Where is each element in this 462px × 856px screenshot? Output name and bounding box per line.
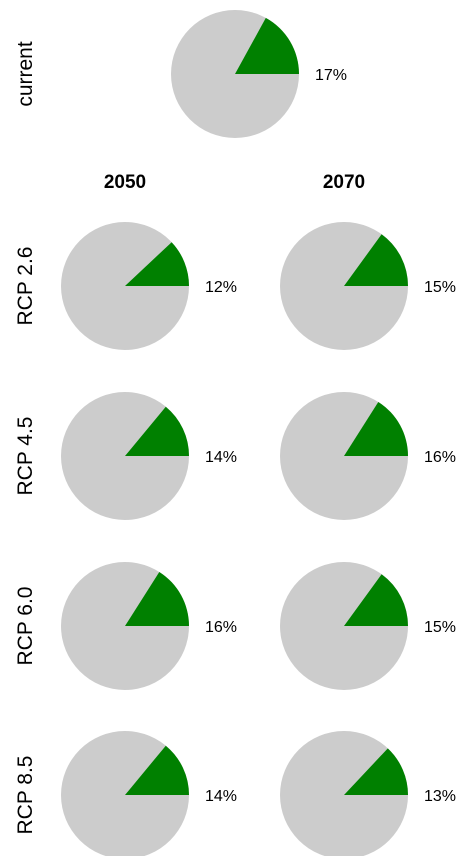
pie-rcp26-2050: 12% [61,222,237,350]
pie-rcp60-2050: 16% [61,562,237,690]
pie-rcp85-2050-share-slice [125,745,189,795]
pie-current-percent-label: 17% [315,67,347,84]
pie-current: 17% [171,10,347,138]
pie-rcp85-2070-share-slice [344,748,408,795]
row-label-rcp26: RCP 2.6 [14,247,37,326]
pie-current-share-slice [235,17,299,75]
pie-rcp60-2070: 15% [280,562,456,690]
pie-rcp60-2070-percent-label: 15% [424,619,456,636]
row-label-rcp45: RCP 4.5 [14,417,37,496]
pie-rcp45-2070: 16% [280,392,456,520]
pie-rcp45-2050-share-slice [125,406,189,456]
pie-rcp85-2050-percent-label: 14% [205,788,237,805]
pie-rcp45-2050-percent-label: 14% [205,449,237,466]
pie-rcp85-2070-percent-label: 13% [424,788,456,805]
pie-rcp85-2070: 13% [280,731,456,856]
pie-rcp60-2050-percent-label: 16% [205,619,237,636]
pie-rcp26-2070: 15% [280,222,456,350]
pie-rcp60-2050-share-slice [125,571,189,626]
row-label-current: current [14,41,37,107]
pie-rcp45-2070-share-slice [344,401,408,456]
pie-rcp60-2070-share-slice [344,574,408,626]
row-label-rcp85: RCP 8.5 [14,756,37,835]
pie-rcp45-2050: 14% [61,392,237,520]
pie-rcp26-2050-percent-label: 12% [205,279,237,296]
pie-rcp85-2050: 14% [61,731,237,856]
pies-layer: 17% 12% 15% 14% 16% 16% 15% 14% 13% [61,10,456,856]
pie-rcp26-2070-percent-label: 15% [424,279,456,296]
column-header-2070: 2070 [323,172,365,193]
pie-rcp26-2070-share-slice [344,234,408,286]
pie-rcp45-2070-percent-label: 16% [424,449,456,466]
row-label-rcp60: RCP 6.0 [14,587,37,666]
column-header-2050: 2050 [104,172,146,193]
pie-rcp26-2050-share-slice [125,242,189,286]
